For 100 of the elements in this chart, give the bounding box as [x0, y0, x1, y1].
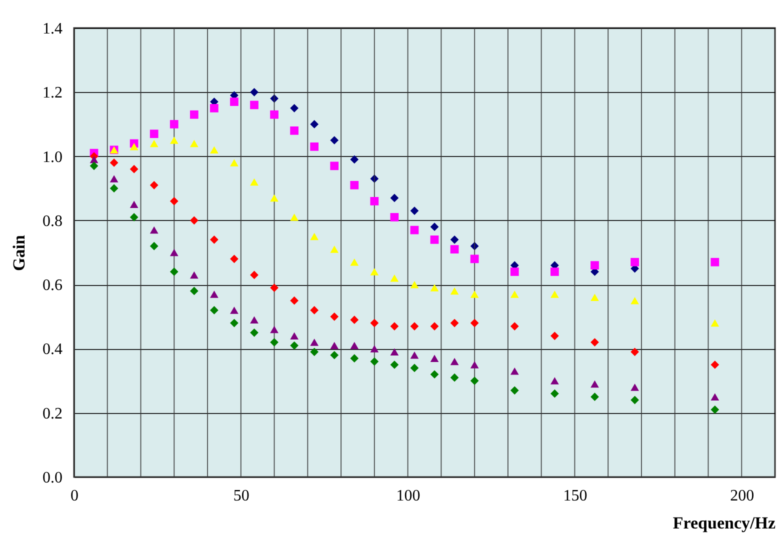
point [350, 180, 359, 190]
point [210, 104, 218, 112]
point [250, 328, 258, 337]
point [170, 120, 178, 128]
point [290, 214, 298, 221]
point [550, 389, 559, 398]
point [390, 360, 399, 369]
point [130, 164, 138, 174]
point [630, 258, 639, 266]
y-tick-label: 0.2 [42, 405, 62, 422]
point [350, 316, 359, 324]
point [310, 348, 319, 356]
point [250, 178, 258, 186]
point [590, 261, 599, 270]
point [350, 354, 359, 363]
y-tick-label: 1.4 [42, 20, 62, 38]
point [390, 322, 399, 330]
point [550, 377, 559, 384]
point [170, 268, 178, 276]
point [310, 120, 319, 128]
point [550, 290, 559, 298]
point [210, 146, 218, 154]
x-tick-label: 150 [563, 488, 588, 504]
point [230, 318, 238, 328]
point [270, 284, 278, 292]
point [210, 235, 218, 244]
y-tick-label: 1.0 [42, 148, 62, 166]
point [150, 140, 158, 148]
y-tick-label: 0.4 [42, 341, 62, 358]
point [590, 294, 599, 302]
point [330, 312, 339, 321]
point [230, 254, 238, 264]
point [330, 342, 339, 350]
point [370, 268, 379, 276]
point [510, 322, 519, 330]
point [290, 341, 298, 350]
y-tick-label: 1.2 [42, 84, 62, 102]
point [370, 318, 379, 328]
point [150, 226, 158, 234]
point [430, 284, 439, 292]
point [450, 373, 459, 382]
point [550, 332, 559, 340]
point [410, 226, 419, 234]
point [170, 136, 178, 144]
point [450, 287, 459, 295]
point [190, 110, 198, 119]
point [150, 130, 158, 138]
x-axis-title: Frequency/Hz [672, 514, 776, 532]
point [370, 357, 379, 366]
point [470, 361, 479, 368]
point [430, 322, 439, 330]
point [290, 296, 298, 305]
point [710, 319, 720, 327]
point [410, 206, 419, 215]
point [350, 258, 359, 266]
point [330, 162, 339, 170]
point [350, 155, 359, 164]
point [230, 98, 238, 106]
point [630, 396, 639, 404]
point [430, 370, 439, 379]
point [110, 175, 118, 182]
y-tick-label: 0.6 [42, 277, 62, 294]
point [370, 345, 379, 352]
point [190, 286, 198, 296]
x-tick-label: 100 [396, 488, 420, 504]
point [190, 140, 198, 148]
x-tick-label: 200 [730, 488, 754, 504]
point [310, 232, 319, 240]
point [330, 350, 339, 360]
point [430, 354, 439, 362]
point [350, 342, 359, 350]
point [470, 290, 479, 298]
point [270, 338, 278, 346]
point [130, 213, 138, 222]
point [330, 246, 339, 253]
point [550, 268, 559, 276]
point [470, 254, 479, 264]
point [290, 332, 298, 340]
y-tick-label: 0.8 [42, 212, 62, 230]
point [310, 142, 319, 151]
point [710, 258, 720, 266]
point [170, 197, 178, 206]
point [150, 242, 158, 250]
point [310, 306, 319, 314]
point [390, 348, 399, 356]
point [430, 222, 439, 232]
point [110, 158, 118, 167]
point [190, 271, 198, 279]
point [270, 326, 278, 334]
point [710, 360, 720, 369]
point [630, 296, 639, 304]
point [270, 110, 278, 119]
y-tick-label: 0.0 [42, 470, 62, 486]
point [230, 159, 238, 166]
point [710, 393, 720, 400]
point [90, 156, 98, 164]
point [450, 245, 459, 254]
point [370, 197, 379, 206]
point [290, 104, 298, 112]
y-axis-title: Gain [10, 234, 28, 271]
